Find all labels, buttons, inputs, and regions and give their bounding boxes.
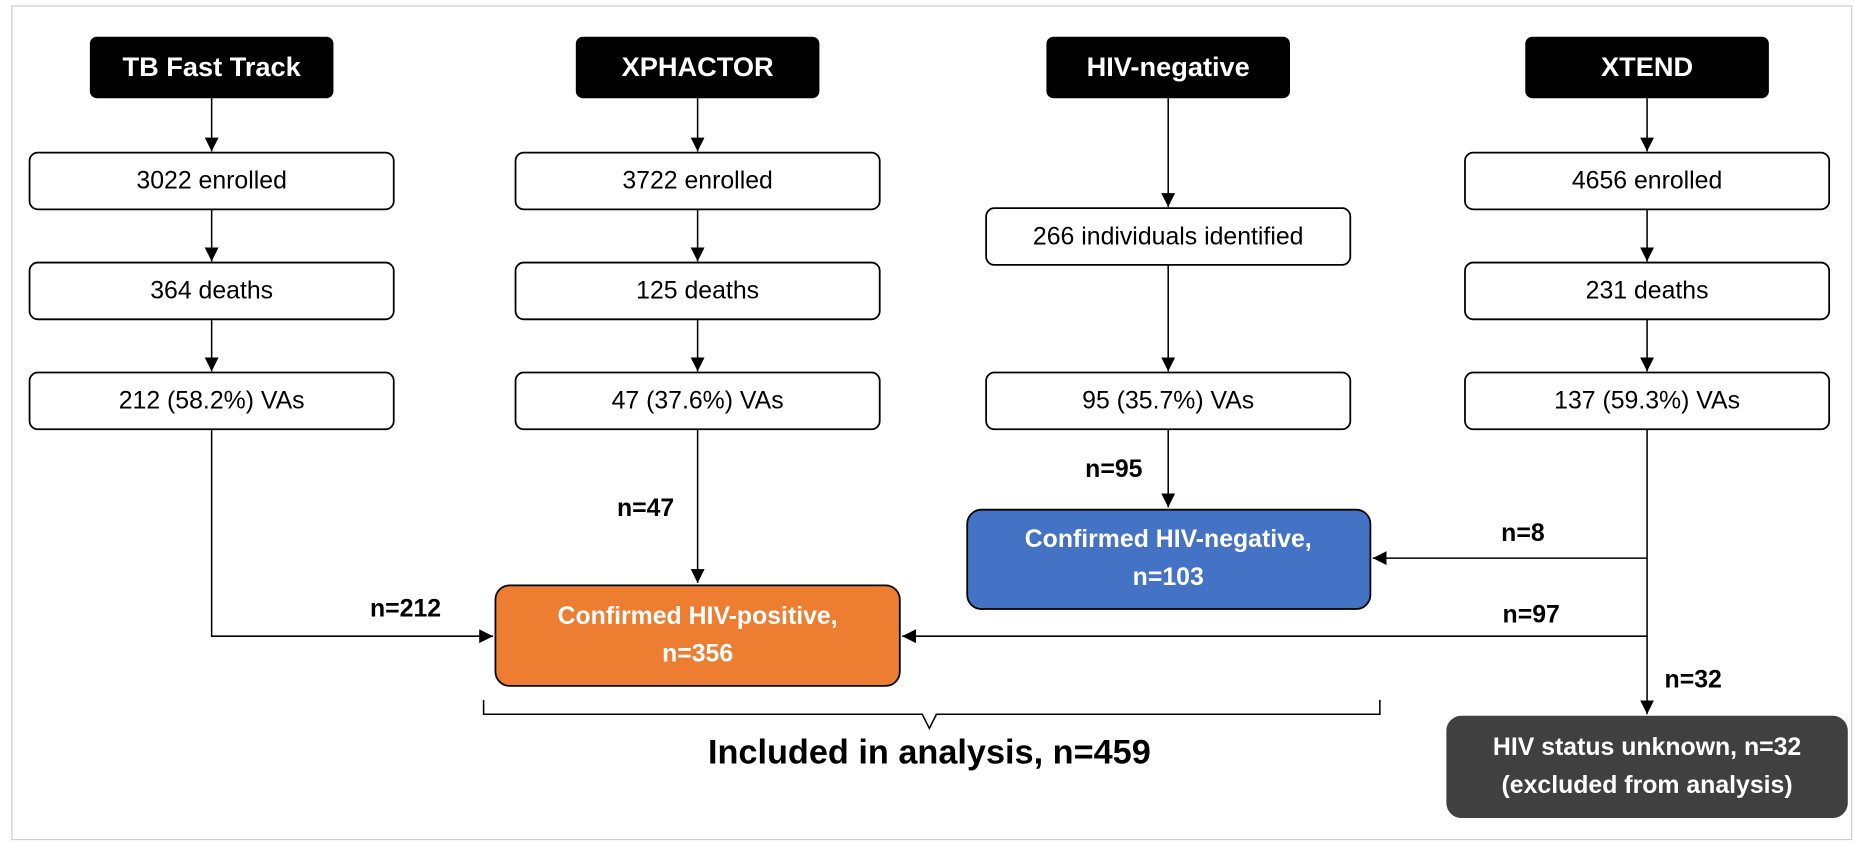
header-label: HIV-negative xyxy=(1087,51,1250,82)
step-label: 95 (35.7%) VAs xyxy=(1082,388,1254,415)
step-box xyxy=(1464,371,1831,431)
positive-label: Confirmed HIV-positive, xyxy=(558,603,838,630)
edge-label: n=95 xyxy=(1085,456,1142,483)
step-label: 4656 enrolled xyxy=(1572,168,1722,195)
edge-label: n=8 xyxy=(1501,520,1545,547)
step-label: 212 (58.2%) VAs xyxy=(119,388,305,415)
header-label: XTEND xyxy=(1601,51,1693,82)
header-label: XPHACTOR xyxy=(622,51,774,82)
connectors xyxy=(210,429,1654,731)
step-label: 364 deaths xyxy=(150,278,273,305)
step-label: 3722 enrolled xyxy=(622,168,772,195)
unknown-box xyxy=(1446,715,1848,818)
step-label: 231 deaths xyxy=(1586,278,1709,305)
unknown-label: (excluded from analysis) xyxy=(1502,772,1793,799)
edge-label: n=212 xyxy=(370,596,441,623)
step-label: 137 (59.3%) VAs xyxy=(1554,388,1740,415)
step-box xyxy=(28,371,395,431)
step-box xyxy=(514,371,881,431)
edge-label: n=97 xyxy=(1503,602,1560,629)
unknown-label: HIV status unknown, n=32 xyxy=(1493,734,1801,761)
header-box xyxy=(89,36,334,99)
header-box xyxy=(575,36,820,99)
header-box xyxy=(1525,36,1769,99)
negative-label: n=103 xyxy=(1133,564,1204,591)
positive-label: n=356 xyxy=(662,641,733,668)
frame xyxy=(11,5,1853,841)
negative-box xyxy=(966,508,1372,610)
edge-label: n=32 xyxy=(1665,667,1722,694)
step-label: 125 deaths xyxy=(636,278,759,305)
step-label: 3022 enrolled xyxy=(136,168,286,195)
step-box xyxy=(985,371,1352,431)
step-label: 266 individuals identified xyxy=(1033,223,1304,250)
positive-box xyxy=(494,584,901,687)
header-box xyxy=(1046,36,1290,99)
analysis-label: Included in analysis, n=459 xyxy=(708,733,1151,771)
edge-label: n=47 xyxy=(617,495,674,522)
header-label: TB Fast Track xyxy=(122,51,301,82)
step-label: 47 (37.6%) VAs xyxy=(612,388,784,415)
negative-label: Confirmed HIV-negative, xyxy=(1025,526,1312,553)
